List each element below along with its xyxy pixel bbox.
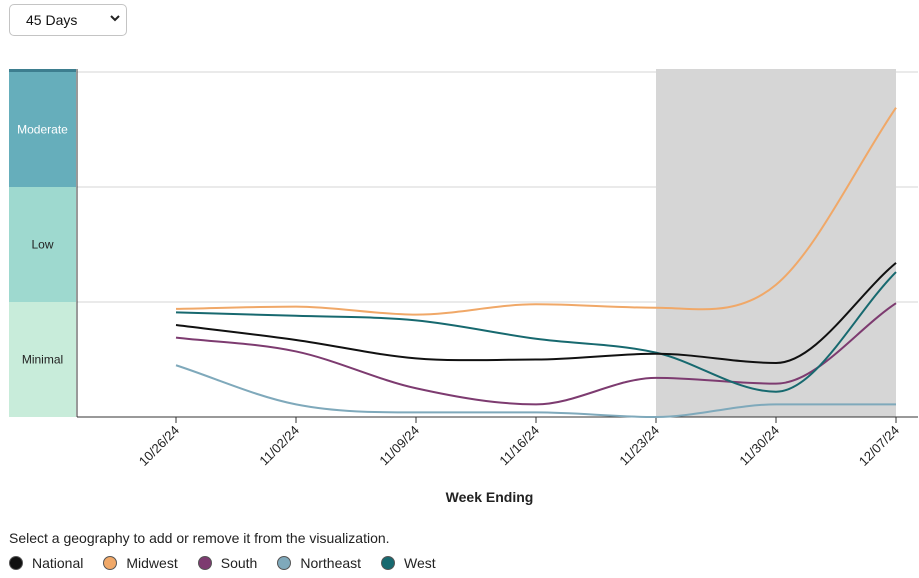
- x-tick-label: 11/09/24: [376, 423, 422, 469]
- legend-item-south[interactable]: South: [197, 555, 258, 571]
- series-line-midwest: [175, 107, 897, 316]
- legend-swatch: [9, 556, 23, 570]
- level-label: Moderate: [17, 123, 68, 137]
- level-band: [9, 72, 76, 187]
- x-tick-label: 11/30/24: [736, 423, 782, 469]
- legend: National Midwest South Northeast West: [9, 555, 456, 571]
- legend-item-national[interactable]: National: [9, 555, 83, 571]
- legend-label: Northeast: [300, 555, 362, 571]
- legend-label: West: [404, 555, 436, 571]
- time-range-value: 45 Days: [26, 12, 78, 28]
- time-range-select[interactable]: 45 Days: [9, 4, 127, 36]
- level-band: [9, 69, 76, 72]
- level-band: [9, 187, 76, 302]
- series-line-south: [175, 302, 897, 406]
- shaded-region: [656, 69, 896, 417]
- legend-item-west[interactable]: West: [381, 555, 436, 571]
- legend-swatch: [381, 556, 396, 570]
- legend-swatch: [277, 556, 292, 570]
- x-tick-label: 11/16/24: [496, 423, 542, 469]
- x-tick-label: 12/07/24: [856, 423, 902, 469]
- legend-swatch: [103, 556, 118, 570]
- line-chart: Minimal Low Moderate 10/26/24 11/02/24 11/09/…: [9, 69, 918, 505]
- x-axis-title: Week Ending: [446, 489, 534, 505]
- level-label: Minimal: [22, 353, 63, 367]
- level-label: Low: [31, 238, 53, 252]
- legend-item-northeast[interactable]: Northeast: [277, 555, 361, 571]
- legend-label: National: [32, 555, 84, 571]
- x-tick-label: 11/23/24: [616, 423, 662, 469]
- chevron-down-icon: [110, 15, 120, 22]
- legend-label: Midwest: [126, 555, 178, 571]
- legend-label: South: [220, 555, 258, 571]
- x-tick-label: 10/26/24: [136, 423, 182, 469]
- series-line-national: [175, 262, 897, 364]
- series-line-northeast: [175, 364, 896, 419]
- legend-swatch: [197, 556, 212, 570]
- x-tick-label: 11/02/24: [256, 423, 302, 469]
- series-line-west: [175, 271, 897, 393]
- level-band: [9, 302, 76, 417]
- legend-item-midwest[interactable]: Midwest: [103, 555, 178, 571]
- legend-hint: Select a geography to add or remove it f…: [9, 530, 390, 546]
